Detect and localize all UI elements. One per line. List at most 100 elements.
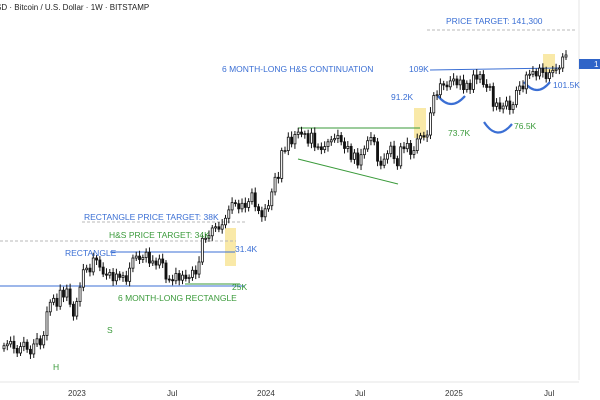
candle-down [544,72,548,79]
candle-up [35,338,39,345]
candle-up [224,217,227,226]
candle-up [564,54,568,58]
candle-down [38,338,42,346]
candle-down [485,84,489,88]
candle-down [276,176,280,179]
candle-down [98,259,102,268]
candle-up [157,258,161,266]
candle-up [425,134,429,138]
candle-up [495,102,499,107]
last-price-label: 1 [594,60,599,69]
candle-down [541,67,545,73]
candle-down [111,272,115,282]
candle-up [114,273,118,282]
candle-down [339,135,343,143]
candle-up [22,341,26,348]
label-91-2k: 91.2K [391,92,414,102]
candle-up [121,275,125,278]
x-tick-jul-2023: Jul [167,389,177,398]
candle-down [372,137,376,143]
candle-up [273,176,277,193]
candle-down [177,273,181,281]
candle-up [554,68,558,71]
candle-down [491,86,495,107]
candle-down [313,132,317,148]
candle-down [475,74,479,80]
candle-up [329,139,333,143]
candle-up [333,138,337,141]
candle-up [323,146,327,151]
candle-down [217,226,221,230]
candle-down [402,146,406,150]
candle-up [42,335,46,346]
candle-up [81,269,85,288]
candle-up [151,260,155,264]
candle-up [230,202,234,211]
x-tick-jul-2024: Jul [355,389,365,398]
candle-up [531,71,535,75]
candle-down [164,262,168,280]
candle-down [468,82,472,90]
chart-title: SD · Bitcoin / U.S. Dollar · 1W · BITSTA… [0,3,149,12]
label-76-5k: 76.5K [514,121,537,131]
candle-up [412,150,416,155]
candle-down [379,160,383,166]
candle-up [405,143,409,150]
candle-down [521,85,525,90]
candle-down [319,146,323,151]
candle-down [445,84,449,88]
candle-down [154,260,158,266]
candle-down [300,131,303,135]
candle-up [19,346,22,354]
candle-up [336,135,340,139]
rectangle-label: RECTANGLE [65,248,117,258]
candle-up [250,192,254,203]
candle-up [181,274,184,281]
candle-up [316,146,320,149]
candle-up [270,191,274,207]
candle-up [296,131,300,135]
label-73-7k: 73.7K [448,128,471,138]
candle-down [237,203,241,210]
candle-down [55,297,59,307]
candle-up [2,345,6,350]
candle-down [508,100,512,110]
candle-up [108,272,112,276]
candle-up [48,301,52,313]
candle-down [253,192,257,208]
candle-up [85,267,89,271]
candle-down [88,267,92,273]
candle-up [200,237,204,263]
candle-up [227,209,231,219]
candlestick-series [2,50,568,359]
candle-up [9,340,13,345]
h-and-s-target-label: H&S PRICE TARGET: 34K [109,230,210,240]
candle-up [131,257,135,269]
candle-up [78,286,82,302]
candle-up [415,138,419,151]
candle-up [528,73,532,76]
candle-up [283,150,287,152]
candle-up [293,134,297,145]
candle-down [233,202,237,205]
candle-up [5,343,9,347]
candle-down [167,278,171,281]
candle-down [395,158,399,167]
candle-up [65,288,69,298]
candle-down [161,258,165,264]
candle-up [134,255,138,259]
candle-up [478,74,482,80]
candle-up [465,82,469,91]
candle-up [247,201,251,208]
candle-up [346,145,350,149]
candle-down [138,255,141,260]
candle-up [514,89,518,106]
candle-up [52,297,56,303]
candle-up [458,79,462,86]
candle-up [128,267,132,282]
candle-up [141,257,145,260]
candle-up [501,105,505,110]
candle-down [105,273,108,276]
candle-up [267,205,270,210]
